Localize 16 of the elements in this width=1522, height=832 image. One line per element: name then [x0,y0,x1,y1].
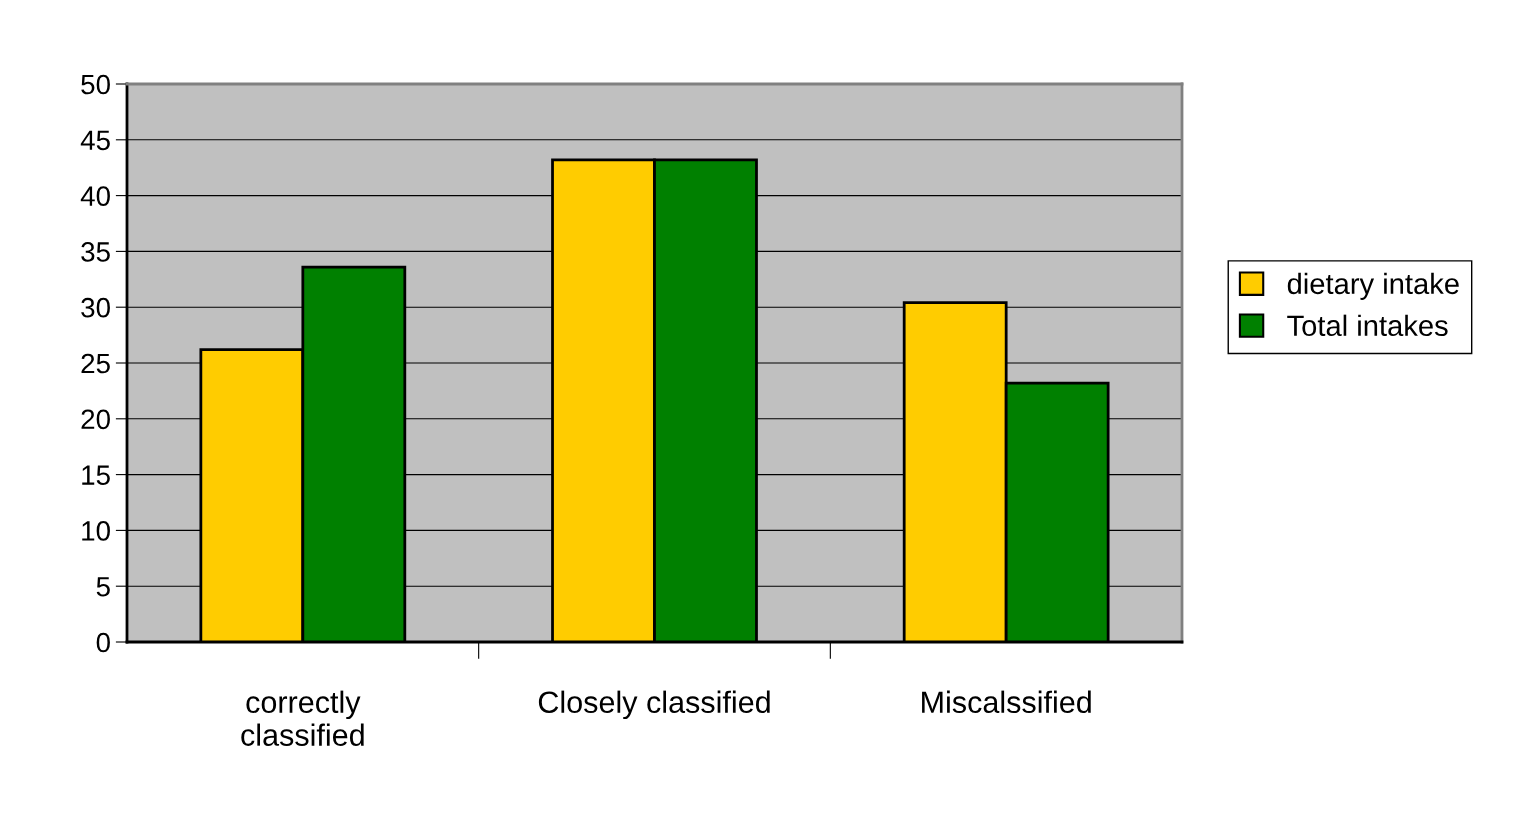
legend-label: dietary intake [1287,272,1459,300]
y-tick-label: 20 [81,409,110,430]
x-tick-label: Closely classified [538,690,770,720]
y-tick-label: 0 [96,632,110,653]
y-tick-label: 40 [80,186,110,206]
y-tick-label: 5 [96,577,110,597]
y-tick-label: 10 [82,521,110,541]
x-tick-label: Miscalssified [922,690,1091,714]
y-tick-label: 45 [80,130,110,151]
y-tick-label: 25 [81,353,110,374]
y-tick-label: 35 [81,242,110,262]
x-tick-label: correctly classified [241,690,364,746]
y-tick-label: 15 [82,465,110,485]
y-tick-label: 30 [81,297,110,318]
y-tick-label: 50 [81,74,110,95]
legend-label: Total intakes [1287,314,1448,337]
